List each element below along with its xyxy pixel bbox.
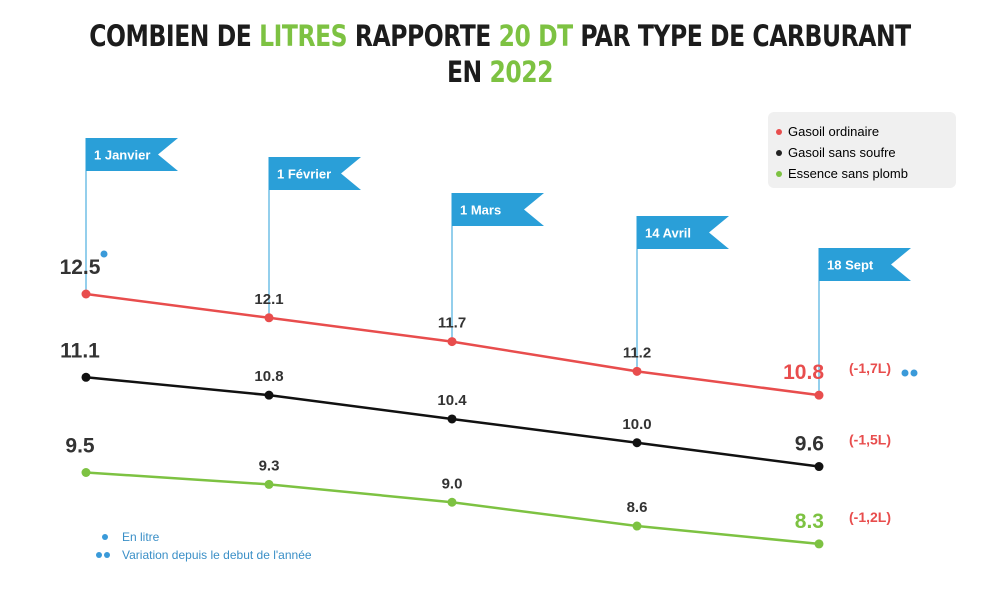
legend-dot <box>776 129 782 135</box>
flag-label: 1 Mars <box>460 203 501 218</box>
title-line-2: EN 2022 <box>50 54 950 90</box>
value-label-gasoil-ordinaire: 11.2 <box>623 344 651 361</box>
footnotes: En litre Variation depuis le debut de l'… <box>96 528 312 564</box>
note-variation: Variation depuis le debut de l'année <box>96 546 312 564</box>
point-essence-sans-plomb <box>81 468 91 477</box>
variation-label-gasoil-ordinaire: (-1,7L) <box>849 360 891 376</box>
variation-label-essence-sans-plomb: (-1,2L) <box>849 509 891 525</box>
value-label-gasoil-ordinaire: 11.7 <box>438 315 466 332</box>
flag-banner <box>637 216 729 249</box>
legend: Gasoil ordinaire Gasoil sans soufre Esse… <box>768 112 956 188</box>
value-label-gasoil-sans-soufre: 11.1 <box>60 339 100 362</box>
title-line-1: COMBIEN DE LITRES RAPPORTE 20 DT PAR TYP… <box>50 18 950 54</box>
point-essence-sans-plomb <box>264 479 274 489</box>
point-essence-sans-plomb <box>632 521 642 531</box>
legend-label: Gasoil sans soufre <box>788 145 896 160</box>
title-text: COMBIEN DE <box>89 19 260 53</box>
value-label-gasoil-sans-soufre: 10.0 <box>622 416 651 433</box>
flag-label: 1 Février <box>277 167 331 182</box>
flag-banner <box>269 157 361 190</box>
point-essence-sans-plomb <box>814 539 824 549</box>
flag-3: 14 Avril <box>636 216 729 372</box>
double-dot-icon <box>96 552 102 558</box>
flag-label: 14 Avril <box>645 226 691 241</box>
value-label-essence-sans-plomb: 9.3 <box>259 457 280 474</box>
point-gasoil-ordinaire <box>447 337 457 347</box>
legend-item-gasoil-ordinaire: Gasoil ordinaire <box>776 124 880 140</box>
flag-banner <box>819 248 911 281</box>
title-text: EN <box>446 55 490 89</box>
point-essence-sans-plomb <box>447 497 457 507</box>
variation-label-gasoil-sans-soufre: (-1,5L) <box>849 432 891 448</box>
series-points <box>81 289 824 549</box>
double-dot-icon-second <box>104 552 110 558</box>
legend-dot <box>776 171 782 177</box>
point-gasoil-ordinaire <box>81 289 91 299</box>
single-dot-icon <box>102 534 108 540</box>
flag-banner <box>86 138 178 171</box>
flag-label: 1 Janvier <box>94 148 150 163</box>
flag-4: 18 Sept <box>818 248 911 396</box>
value-labels: 12.5 12.1 11.7 11.2 10.8 (-1,7L) 11.1 10.8 10.4 1… <box>60 250 918 533</box>
flag-banner <box>452 193 544 226</box>
value-label-gasoil-sans-soufre: 10.4 <box>437 392 467 409</box>
flag-2: 1 Mars <box>451 193 544 342</box>
title-highlight: LITRES <box>259 19 348 53</box>
point-gasoil-sans-soufre <box>447 414 457 424</box>
note-unit: En litre <box>96 528 312 546</box>
point-gasoil-ordinaire <box>632 366 642 376</box>
single-dot-marker <box>100 250 108 258</box>
legend-dot <box>776 150 782 156</box>
value-label-gasoil-ordinaire: 12.5 <box>60 256 101 279</box>
point-gasoil-sans-soufre <box>81 372 91 382</box>
point-gasoil-ordinaire <box>814 390 824 400</box>
legend-item-gasoil-sans-soufre: Gasoil sans soufre <box>776 145 896 161</box>
note-text: Variation depuis le debut de l'année <box>122 548 312 562</box>
value-label-gasoil-ordinaire: 10.8 <box>783 361 824 384</box>
title-highlight: 20 DT <box>498 19 574 53</box>
double-dot-marker-a <box>901 369 909 377</box>
value-label-essence-sans-plomb: 8.6 <box>627 499 648 516</box>
point-gasoil-sans-soufre <box>632 438 642 448</box>
point-gasoil-sans-soufre <box>814 462 824 472</box>
title-highlight: 2022 <box>489 55 554 89</box>
legend-label: Gasoil ordinaire <box>788 124 880 139</box>
value-label-gasoil-sans-soufre: 10.8 <box>254 368 283 385</box>
legend-label: Essence sans plomb <box>788 166 908 181</box>
value-label-gasoil-ordinaire: 12.1 <box>254 291 283 308</box>
chart-title: COMBIEN DE LITRES RAPPORTE 20 DT PAR TYP… <box>50 18 950 90</box>
point-gasoil-sans-soufre <box>264 390 274 400</box>
value-label-essence-sans-plomb: 9.0 <box>442 475 463 492</box>
value-label-gasoil-sans-soufre: 9.6 <box>795 433 824 456</box>
note-text: En litre <box>122 530 160 544</box>
point-gasoil-ordinaire <box>264 313 274 323</box>
flag-1: 1 Février <box>268 157 361 318</box>
value-label-essence-sans-plomb: 8.3 <box>795 510 824 533</box>
flag-label: 18 Sept <box>827 258 874 273</box>
title-text: RAPPORTE <box>347 19 499 53</box>
value-label-essence-sans-plomb: 9.5 <box>65 435 95 458</box>
date-flags: 1 Janvier 1 Février 1 Mars 14 Avril 18 Sept <box>85 138 911 396</box>
legend-item-essence-sans-plomb: Essence sans plomb <box>776 166 908 182</box>
flag-0: 1 Janvier <box>85 138 178 294</box>
title-text: PAR TYPE DE CARBURANT <box>572 19 911 53</box>
double-dot-marker-b <box>910 369 918 377</box>
